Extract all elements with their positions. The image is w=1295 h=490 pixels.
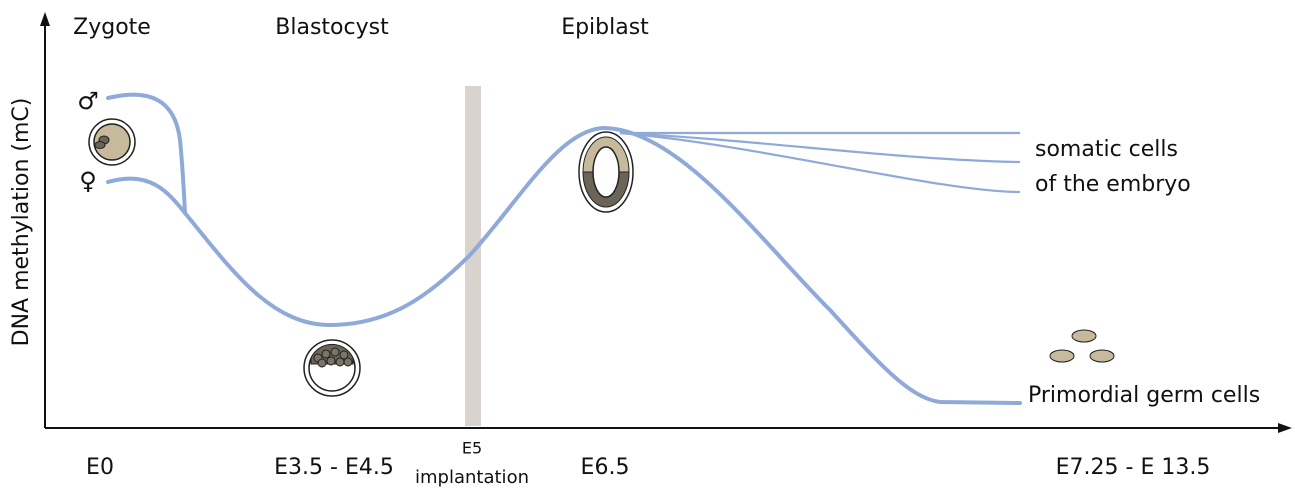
male-symbol: ♂ [77, 87, 99, 115]
diagram: Zygote Blastocyst Epiblast E0 E3.5 - E4.… [0, 0, 1295, 490]
somatic-line [620, 133, 1020, 192]
time-label: E6.5 [581, 455, 630, 480]
time-label: E7.25 - E 13.5 [1056, 455, 1211, 480]
implantation-label: implantation [415, 467, 529, 488]
somatic-label: somatic cells [1035, 137, 1178, 162]
y-arrow [40, 12, 50, 26]
female-symbol: ♀ [79, 167, 97, 195]
methylation-curve [108, 128, 1020, 403]
stage-label: Zygote [73, 15, 151, 40]
zygote-icon [89, 119, 135, 165]
time-label: E3.5 - E4.5 [274, 455, 394, 480]
x-arrow [1278, 423, 1292, 433]
epiblast-icon [579, 132, 633, 212]
stage-label: Blastocyst [275, 15, 389, 40]
pgc-label: Primordial germ cells [1028, 383, 1260, 408]
pgc-icon [1050, 330, 1114, 362]
somatic-label: of the embryo [1035, 172, 1191, 197]
stage-label: Epiblast [561, 15, 649, 40]
y-axis-label: DNA methylation (mC) [9, 98, 34, 347]
time-label: E0 [86, 455, 114, 480]
blastocyst-icon [304, 340, 360, 396]
implantation-time: E5 [462, 439, 482, 458]
